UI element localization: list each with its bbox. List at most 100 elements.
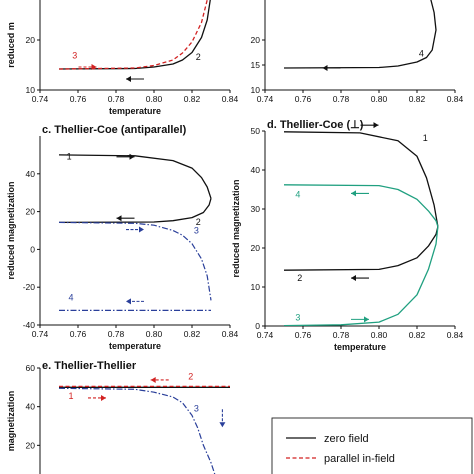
x-tick-label: 0.76 bbox=[70, 329, 87, 339]
y-tick-label: 40 bbox=[26, 169, 36, 179]
series-number-label: 3 bbox=[295, 313, 300, 323]
direction-arrow-left bbox=[126, 76, 144, 82]
x-tick-label: 0.82 bbox=[184, 94, 201, 104]
x-tick-label: 0.76 bbox=[70, 94, 87, 104]
panel-c: 0.74 0.76 0.78 0.80 0.82 0.84 -40 -20 0 20 40 tempe… bbox=[6, 124, 239, 351]
panel-title: e. Thellier-Thellier bbox=[42, 360, 137, 372]
y-tick-label: 10 bbox=[251, 85, 261, 95]
y-tick-label: 40 bbox=[26, 402, 36, 412]
y-axis-label: reduced magnetization bbox=[6, 181, 16, 279]
x-tick-label: 0.74 bbox=[257, 94, 274, 104]
series-line-perp bbox=[283, 226, 439, 326]
x-tick-label: 0.80 bbox=[146, 94, 163, 104]
y-tick-label: 20 bbox=[251, 243, 261, 253]
series-line-perp bbox=[283, 184, 439, 227]
y-tick-label: 20 bbox=[26, 35, 36, 45]
x-tick-label: 0.84 bbox=[222, 329, 239, 339]
panel-a: 0.74 0.76 0.78 0.80 0.82 0.84 10 20 temperature r… bbox=[6, 0, 239, 116]
y-tick-label: 10 bbox=[251, 282, 261, 292]
x-tick-label: 0.82 bbox=[409, 330, 426, 340]
series-line-anti bbox=[58, 387, 216, 474]
y-tick-label: -40 bbox=[23, 320, 36, 330]
direction-arrow-right bbox=[88, 394, 106, 401]
series-line-infield bbox=[58, 0, 208, 70]
direction-arrow-left bbox=[322, 65, 341, 71]
x-tick-label: 0.84 bbox=[447, 94, 464, 104]
direction-arrow-down bbox=[219, 409, 226, 428]
series-number-label: 1 bbox=[69, 391, 74, 401]
x-tick-label: 0.74 bbox=[257, 330, 274, 340]
series-number-label: 3 bbox=[72, 51, 77, 61]
y-tick-label: 50 bbox=[251, 126, 261, 136]
panel-title: c. Thellier-Coe (antiparallel) bbox=[42, 124, 187, 136]
series-number-label: 4 bbox=[295, 189, 300, 199]
y-tick-label: 0 bbox=[255, 321, 260, 331]
series-line-zero bbox=[58, 0, 211, 70]
legend-label: zero field bbox=[324, 433, 369, 445]
x-tick-label: 0.82 bbox=[409, 94, 426, 104]
panel-e: 20 40 60 magnetization e. Thellier-Thellier 2… bbox=[6, 360, 230, 474]
panel-d: 0.74 0.76 0.78 0.80 0.82 0.84 0 10 20 30 40 50 tempe… bbox=[231, 119, 464, 352]
series-number-label: 1 bbox=[67, 152, 72, 162]
x-tick-label: 0.84 bbox=[447, 330, 464, 340]
y-axis-label: magnetization bbox=[6, 391, 16, 452]
direction-arrow-right bbox=[78, 64, 97, 70]
x-tick-label: 0.76 bbox=[295, 94, 312, 104]
direction-arrow-left bbox=[351, 275, 369, 282]
y-tick-label: 30 bbox=[251, 204, 261, 214]
series-line-zero bbox=[283, 226, 439, 271]
legend: zero field parallel in-field bbox=[271, 417, 473, 474]
series-number-label: 1 bbox=[423, 133, 428, 143]
y-tick-label: 60 bbox=[26, 363, 36, 373]
x-axis-label: temperature bbox=[109, 106, 161, 116]
x-tick-label: 0.78 bbox=[333, 330, 350, 340]
series-number-label: 2 bbox=[196, 52, 201, 62]
y-tick-label: 15 bbox=[251, 60, 261, 70]
x-tick-label: 0.82 bbox=[184, 329, 201, 339]
x-axis-label: temperature bbox=[334, 342, 386, 352]
direction-arrow-left bbox=[351, 190, 369, 197]
x-tick-label: 0.78 bbox=[108, 94, 125, 104]
y-tick-label: 20 bbox=[26, 207, 36, 217]
x-tick-label: 0.80 bbox=[371, 94, 388, 104]
direction-arrow-right bbox=[351, 316, 369, 323]
series-line-zero bbox=[283, 131, 439, 227]
series-number-label: 2 bbox=[196, 217, 201, 227]
direction-arrow-right bbox=[116, 153, 135, 160]
y-tick-label: 0 bbox=[30, 244, 35, 254]
series-line-zero bbox=[283, 0, 437, 69]
series-number-label: 2 bbox=[297, 273, 302, 283]
y-tick-label: -20 bbox=[23, 282, 36, 292]
series-number-label: 3 bbox=[194, 404, 199, 414]
y-tick-label: 20 bbox=[26, 440, 36, 450]
x-tick-label: 0.80 bbox=[371, 330, 388, 340]
y-tick-label: 40 bbox=[251, 165, 261, 175]
y-tick-label: 20 bbox=[251, 35, 261, 45]
series-number-label: 4 bbox=[69, 292, 74, 302]
series-number-label: 3 bbox=[194, 225, 199, 235]
direction-arrow-left bbox=[116, 215, 135, 222]
direction-arrow-right bbox=[360, 122, 379, 129]
series-line-anti bbox=[58, 221, 212, 301]
x-tick-label: 0.78 bbox=[333, 94, 350, 104]
direction-arrow-right bbox=[126, 226, 144, 233]
y-axis-label: reduced magnetization bbox=[231, 179, 241, 277]
x-tick-label: 0.74 bbox=[32, 329, 49, 339]
panel-title: d. Thellier-Coe (⊥) bbox=[267, 119, 364, 131]
x-tick-label: 0.84 bbox=[222, 94, 239, 104]
x-tick-label: 0.78 bbox=[108, 329, 125, 339]
legend-label: parallel in-field bbox=[324, 453, 395, 465]
direction-arrow-left bbox=[150, 376, 169, 383]
y-tick-label: 10 bbox=[26, 85, 36, 95]
series-line-zero bbox=[58, 198, 212, 224]
series-number-label: 2 bbox=[188, 372, 193, 382]
series-number-label: 4 bbox=[419, 49, 424, 59]
x-tick-label: 0.74 bbox=[32, 94, 49, 104]
panel-b: 0.740.760.780.800.820.84101520304 bbox=[251, 0, 464, 104]
x-tick-label: 0.76 bbox=[295, 330, 312, 340]
direction-arrow-left bbox=[126, 298, 144, 305]
y-axis-label: reduced m bbox=[6, 22, 16, 68]
series-line-zero bbox=[58, 154, 212, 199]
x-tick-label: 0.80 bbox=[146, 329, 163, 339]
